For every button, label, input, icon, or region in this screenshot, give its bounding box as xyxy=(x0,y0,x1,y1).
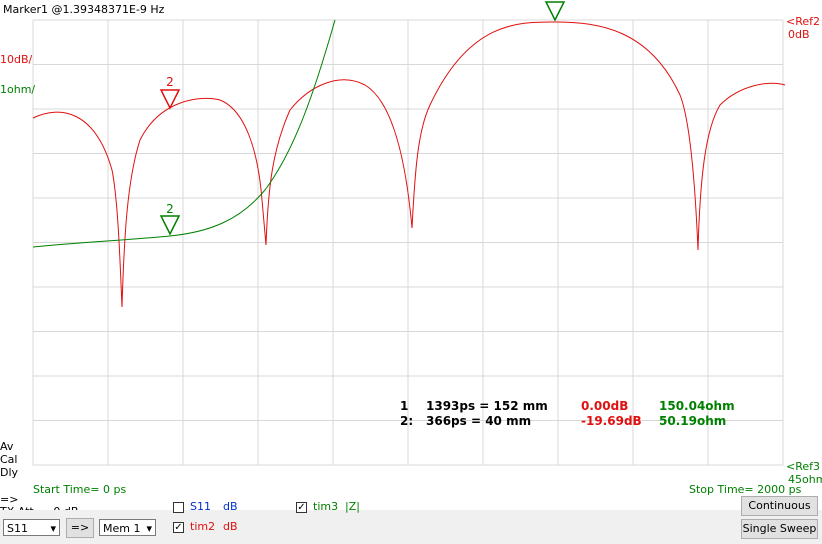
marker-label: 2 xyxy=(166,202,174,216)
checkbox-tim2[interactable]: ✓ xyxy=(173,522,184,533)
marker-cell: -19.69dB xyxy=(581,414,642,428)
marker-cell: 2: xyxy=(400,414,414,428)
label: dB xyxy=(223,500,238,513)
marker-cell: 150.04ohm xyxy=(659,399,735,413)
marker-cell: 1393ps = 152 mm xyxy=(426,399,548,413)
label: tim3 xyxy=(313,500,339,513)
scale: 10dB/ xyxy=(0,53,33,66)
continuous-button[interactable]: Continuous xyxy=(741,496,818,516)
marker-cell: 1 xyxy=(400,399,409,413)
single-sweep-button[interactable]: Single Sweep xyxy=(741,519,818,539)
title: Marker1 @1.39348371E-9 Hz xyxy=(3,3,165,16)
measure-select[interactable]: S11 xyxy=(3,519,60,537)
arrow: => xyxy=(0,493,19,506)
copy-button[interactable]: => xyxy=(66,518,94,538)
ref: <Ref2 xyxy=(786,15,821,28)
marker-2-green xyxy=(159,215,181,236)
marker-cell: 50.19ohm xyxy=(659,414,727,428)
marker-label: 2 xyxy=(166,75,174,89)
ref: 0dB xyxy=(788,28,810,41)
marker-2-red xyxy=(159,89,181,110)
label: dB xyxy=(223,520,238,533)
grid xyxy=(32,19,784,466)
ref: <Ref3 xyxy=(786,460,821,473)
checkbox-tim3[interactable]: ✓ xyxy=(296,502,307,513)
label: |Z| xyxy=(345,500,360,513)
scale: 1ohm/ xyxy=(0,83,36,96)
marker-cell: 366ps = 40 mm xyxy=(426,414,532,428)
plot: 2 2 xyxy=(32,1,786,466)
trace-tim3 xyxy=(32,19,336,248)
status: Cal xyxy=(0,453,18,466)
label: S11 xyxy=(190,500,211,513)
start-time: Start Time= 0 ps xyxy=(33,483,127,496)
marker-cell: 0.00dB xyxy=(581,399,629,413)
trace-tim2 xyxy=(32,21,786,308)
status: Av xyxy=(0,440,14,453)
stop-time: Stop Time= 2000 ps xyxy=(689,483,802,496)
checkbox-s11[interactable] xyxy=(173,502,184,513)
memory-select[interactable]: Mem 1 xyxy=(99,519,156,537)
label: tim2 xyxy=(190,520,216,533)
ref: 45ohm xyxy=(788,473,822,486)
status: Dly xyxy=(0,466,19,479)
marker-1 xyxy=(544,1,566,22)
